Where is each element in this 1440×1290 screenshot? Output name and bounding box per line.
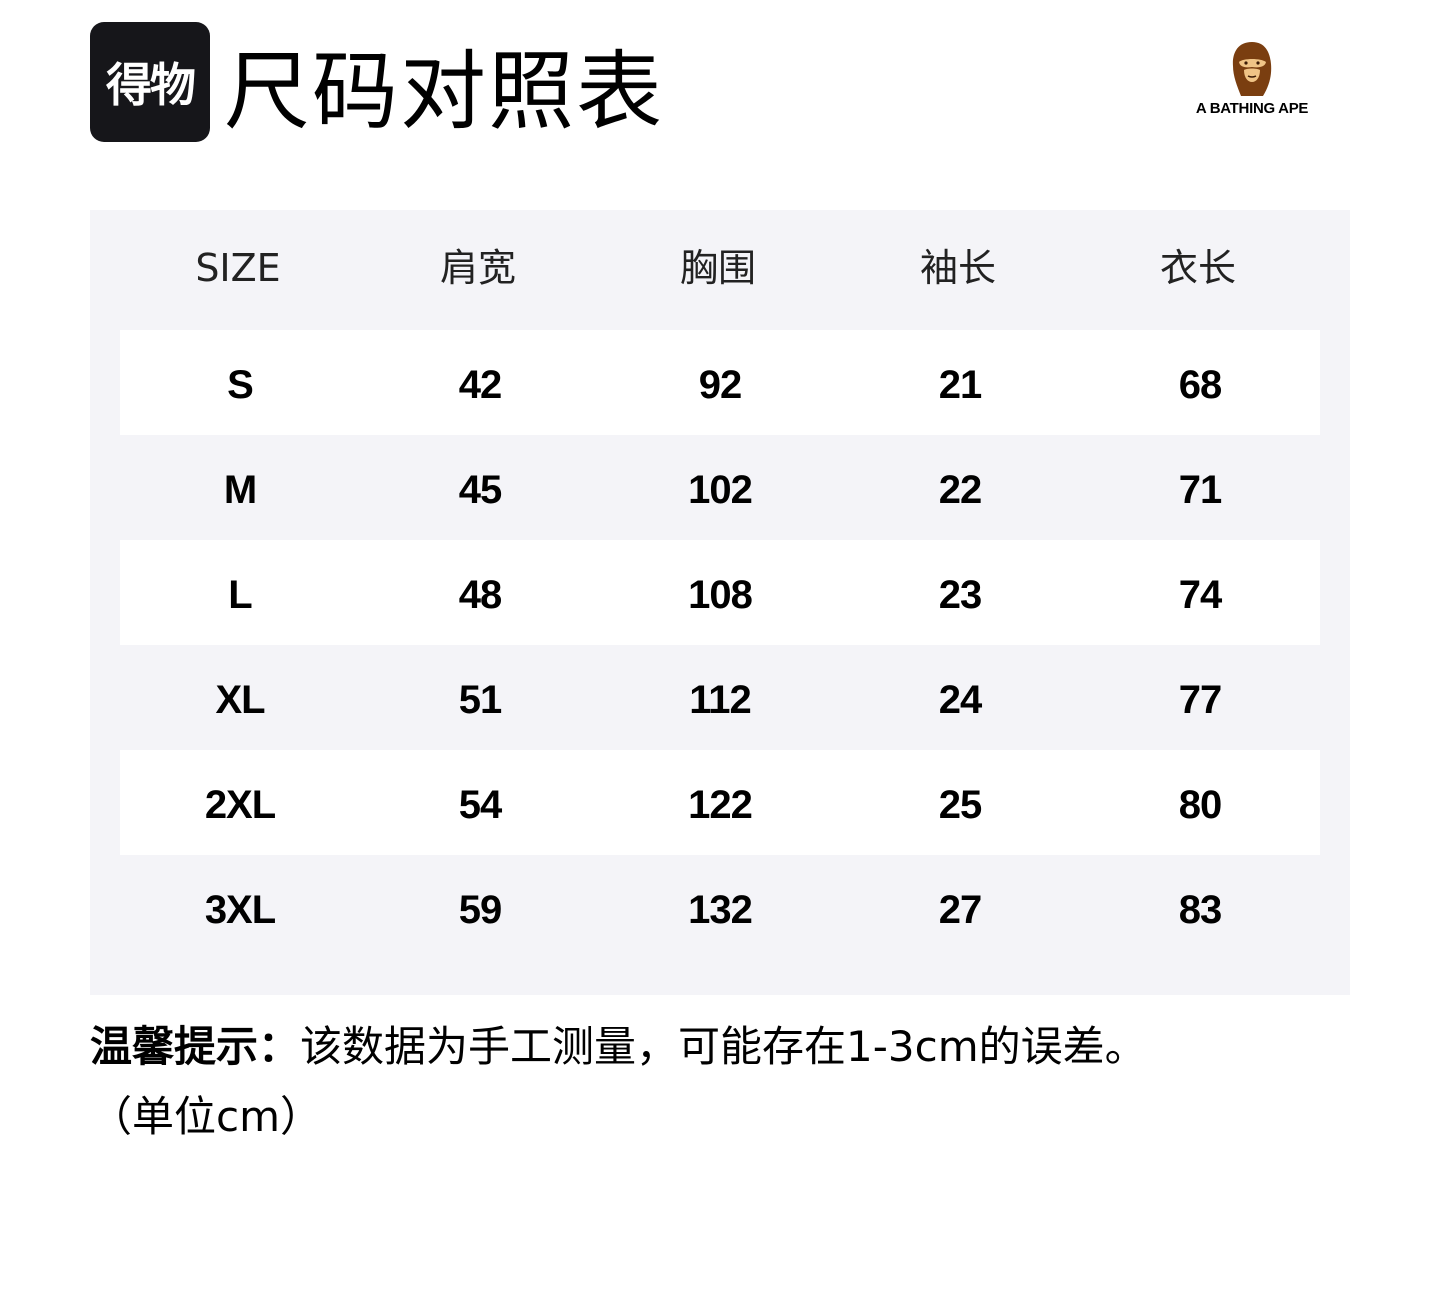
table-cell: 25 [938,783,983,827]
table-row: M 45 102 22 71 [120,435,1320,540]
table-cell: S [227,363,254,407]
table-cell: 112 [689,678,752,722]
ape-head-icon [1232,42,1272,96]
table-cell: 92 [698,363,743,407]
table-cell: 59 [458,888,503,932]
table-cell: 74 [1178,573,1223,617]
bape-logo-text: A BATHING APE [1195,100,1309,117]
table-row: 2XL 54 122 25 80 [120,750,1320,855]
table-cell: 71 [1178,468,1223,512]
table-cell: 23 [938,573,983,617]
note-unit: （单位cm） [90,1092,323,1141]
table-cell: 77 [1178,678,1223,722]
table-cell: 22 [938,468,983,512]
header-length: 衣长 [1159,246,1236,290]
table-cell: L [228,573,252,617]
logo-text: 得物 [106,58,196,112]
bape-logo: A BATHING APE [1190,40,1314,117]
table-cell: 132 [688,888,753,932]
table-cell: 27 [938,888,983,932]
table-cell: 51 [458,678,503,722]
table-cell: 2XL [204,783,276,827]
table-cell: 3XL [204,888,276,932]
note-label: 温馨提示： [90,1022,301,1071]
table-cell: 80 [1178,783,1223,827]
table-cell: 54 [458,783,503,827]
table-cell: 102 [688,468,753,512]
table-cell: 122 [688,783,753,827]
table-row: L 48 108 23 74 [120,540,1320,645]
table-row: XL 51 112 24 77 [120,645,1320,750]
measurement-note: 温馨提示：该数据为手工测量，可能存在1-3cm的误差。 （单位cm） [90,1012,1350,1152]
table-row: S 42 92 21 68 [120,330,1320,435]
header-size: SIZE [195,246,281,290]
table-cell: 48 [458,573,503,617]
table-header: SIZE 肩宽 胸围 袖长 衣长 [118,210,1318,330]
table-cell: 108 [688,573,753,617]
table-cell: 21 [938,363,983,407]
note-text: 该数据为手工测量，可能存在1-3cm的误差。 [300,1022,1147,1071]
table-cell: M [223,468,257,512]
table-cell: 83 [1178,888,1223,932]
page-title: 尺码对照表 [224,42,664,142]
header-shoulder: 肩宽 [439,246,516,290]
header-chest: 胸围 [679,246,756,290]
table-row: 3XL 59 132 27 83 [120,855,1320,960]
table-cell: 24 [938,678,983,722]
table-cell: XL [215,678,265,722]
header-sleeve: 袖长 [919,246,996,290]
table-cell: 45 [458,468,503,512]
table-cell: 42 [458,363,503,407]
size-table: SIZE 肩宽 胸围 袖长 衣长 S 42 92 21 68 M 45 102 22 71 L 48 1… [90,210,1350,995]
table-cell: 68 [1178,363,1223,407]
dewu-logo: 得物 [90,22,210,142]
